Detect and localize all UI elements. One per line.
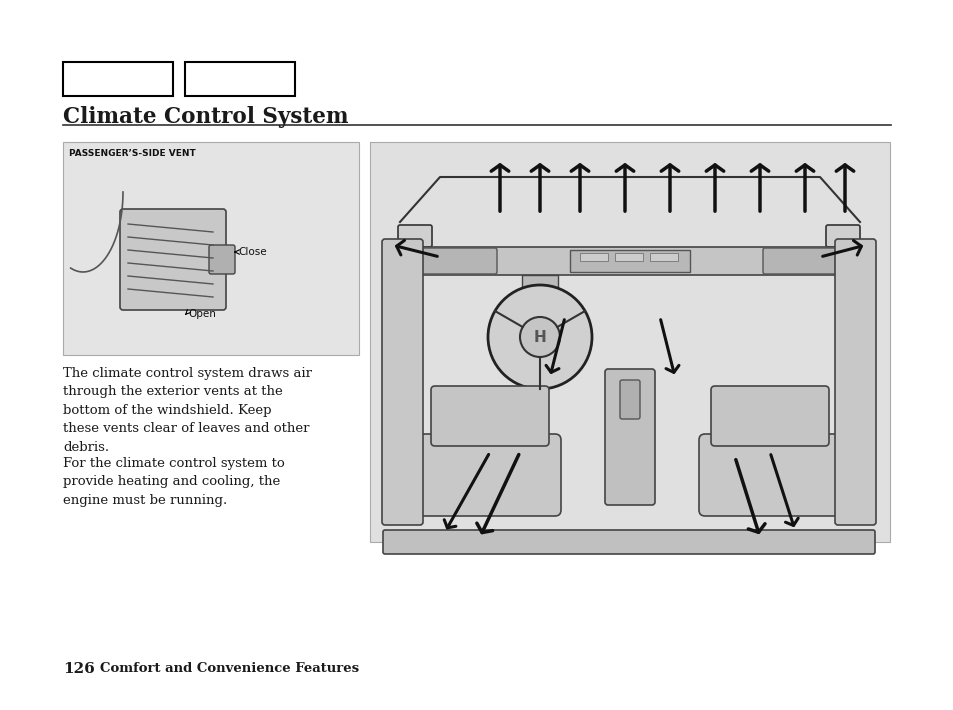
Bar bbox=[185, 62, 294, 96]
Text: Comfort and Convenience Features: Comfort and Convenience Features bbox=[100, 662, 358, 675]
FancyBboxPatch shape bbox=[604, 369, 655, 505]
FancyBboxPatch shape bbox=[762, 248, 856, 274]
Bar bbox=[399, 247, 859, 275]
Text: Open: Open bbox=[188, 309, 215, 319]
FancyBboxPatch shape bbox=[418, 434, 560, 516]
FancyBboxPatch shape bbox=[825, 225, 859, 247]
Bar bbox=[63, 62, 172, 96]
Text: PASSENGER’S-SIDE VENT: PASSENGER’S-SIDE VENT bbox=[69, 149, 195, 158]
Text: For the climate control system to
provide heating and cooling, the
engine must b: For the climate control system to provid… bbox=[63, 457, 284, 507]
Bar bbox=[615, 253, 642, 261]
Bar bbox=[569, 250, 689, 272]
FancyBboxPatch shape bbox=[834, 239, 875, 525]
Text: Close: Close bbox=[237, 247, 266, 257]
FancyBboxPatch shape bbox=[431, 386, 548, 446]
FancyBboxPatch shape bbox=[381, 239, 422, 525]
FancyBboxPatch shape bbox=[699, 434, 841, 516]
Text: Climate Control System: Climate Control System bbox=[63, 106, 348, 128]
FancyBboxPatch shape bbox=[382, 530, 874, 554]
Bar bbox=[649, 253, 678, 261]
Bar bbox=[370, 142, 889, 542]
FancyBboxPatch shape bbox=[397, 225, 432, 247]
Bar bbox=[63, 142, 358, 355]
Circle shape bbox=[488, 285, 592, 389]
Text: The climate control system draws air
through the exterior vents at the
bottom of: The climate control system draws air thr… bbox=[63, 367, 312, 454]
Circle shape bbox=[519, 317, 559, 357]
Text: H: H bbox=[533, 329, 546, 344]
FancyBboxPatch shape bbox=[710, 386, 828, 446]
Text: 126: 126 bbox=[63, 662, 94, 676]
FancyBboxPatch shape bbox=[209, 245, 234, 274]
Bar bbox=[521, 275, 558, 320]
FancyBboxPatch shape bbox=[120, 209, 226, 310]
FancyBboxPatch shape bbox=[413, 248, 497, 274]
Bar bbox=[579, 253, 607, 261]
FancyBboxPatch shape bbox=[619, 380, 639, 419]
